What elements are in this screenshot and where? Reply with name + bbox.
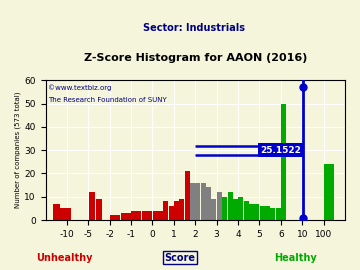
Text: Score: Score xyxy=(165,252,195,262)
Bar xyxy=(281,104,286,220)
Text: Sector: Industrials: Sector: Industrials xyxy=(143,23,246,33)
Bar xyxy=(96,199,102,220)
Bar xyxy=(174,201,179,220)
Bar xyxy=(158,211,163,220)
Title: Z-Score Histogram for AAON (2016): Z-Score Histogram for AAON (2016) xyxy=(84,53,307,63)
Bar xyxy=(185,171,190,220)
Bar xyxy=(211,199,216,220)
Bar xyxy=(260,206,265,220)
Bar xyxy=(131,211,141,220)
Bar xyxy=(190,183,195,220)
Bar xyxy=(169,206,174,220)
Bar xyxy=(249,204,254,220)
Bar xyxy=(142,211,152,220)
Bar xyxy=(53,204,59,220)
Bar xyxy=(222,197,227,220)
Bar xyxy=(206,187,211,220)
Bar xyxy=(233,199,238,220)
Bar xyxy=(67,208,71,220)
Y-axis label: Number of companies (573 total): Number of companies (573 total) xyxy=(15,92,22,208)
Bar xyxy=(195,183,201,220)
Bar xyxy=(254,204,259,220)
Bar xyxy=(270,208,275,220)
Bar xyxy=(324,164,334,220)
Bar xyxy=(244,201,248,220)
Bar xyxy=(228,192,233,220)
Bar xyxy=(89,192,95,220)
Bar xyxy=(238,197,243,220)
Bar xyxy=(110,215,120,220)
Bar xyxy=(121,213,131,220)
Text: 25.1522: 25.1522 xyxy=(260,146,301,155)
Bar xyxy=(217,192,222,220)
Bar xyxy=(163,201,168,220)
Bar xyxy=(201,183,206,220)
Bar xyxy=(265,206,270,220)
Bar xyxy=(60,208,67,220)
Bar xyxy=(153,211,158,220)
Bar xyxy=(179,199,184,220)
Text: Healthy: Healthy xyxy=(274,252,316,262)
Text: Unhealthy: Unhealthy xyxy=(37,252,93,262)
Bar xyxy=(276,208,281,220)
Text: The Research Foundation of SUNY: The Research Foundation of SUNY xyxy=(49,97,167,103)
Text: ©www.textbiz.org: ©www.textbiz.org xyxy=(49,85,112,91)
